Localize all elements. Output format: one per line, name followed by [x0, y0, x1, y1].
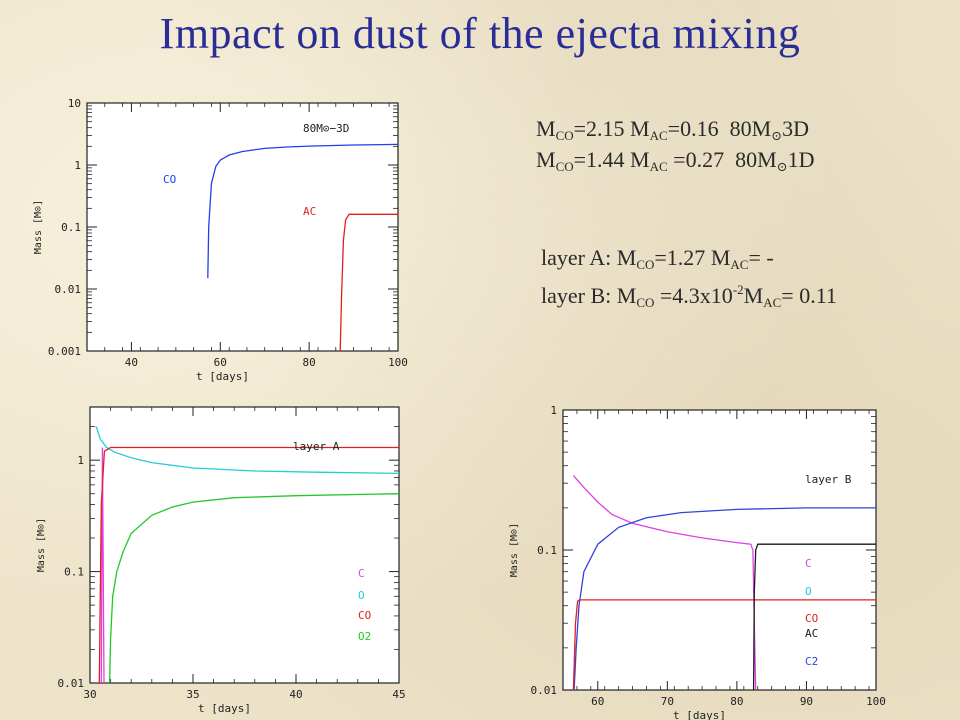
summary-3d-line: MCO=2.15 MAC=0.16 80M⊙3D: [536, 116, 809, 143]
x-tick-label: 100: [388, 356, 408, 369]
layer-a-summary: layer A: MCO=1.27 MAC= -: [541, 245, 774, 272]
series-line-co: [207, 143, 398, 279]
y-tick-label: 10: [68, 97, 81, 110]
x-tick-label: 30: [83, 688, 96, 701]
x-tick-label: 90: [800, 695, 813, 708]
legend-ac: AC: [303, 205, 316, 218]
layer-b-summary: layer B: MCO =4.3x10-2MAC= 0.11: [541, 282, 837, 310]
y-axis-label: Mass [M⊙]: [33, 200, 44, 254]
y-tick-label: 1: [550, 404, 557, 417]
y-axis-label: Mass [M⊙]: [36, 518, 47, 572]
x-tick-label: 60: [591, 695, 604, 708]
legend-co: CO: [805, 612, 818, 625]
x-tick-label: 60: [214, 356, 227, 369]
series-line-ac: [752, 543, 876, 690]
legend-o: O: [805, 585, 812, 598]
y-tick-label: 1: [77, 454, 84, 467]
x-axis-label: t [days]: [198, 702, 251, 715]
series-line-c2: [573, 507, 876, 690]
plot-area: [86, 102, 399, 352]
x-tick-label: 100: [866, 695, 886, 708]
series-line-co: [572, 599, 876, 690]
chart-2: 30 35 40 45 0.01 0.1 1 t [days] Mass [M⊙] CO CO O2 l…: [36, 406, 406, 715]
y-tick-label: 0.1: [537, 544, 557, 557]
summary-1d-line: MCO=1.44 MAC =0.27 80M⊙1D: [536, 147, 815, 174]
plot-area: [89, 406, 400, 684]
chart-title: layer A: [293, 440, 340, 453]
slide-title: Impact on dust of the ejecta mixing: [159, 9, 801, 58]
x-axis-label: t [days]: [196, 370, 249, 383]
x-tick-label: 80: [303, 356, 316, 369]
series-line-co: [98, 446, 399, 683]
x-tick-label: 40: [289, 688, 302, 701]
x-tick-label: 80: [730, 695, 743, 708]
y-tick-label: 0.001: [48, 345, 81, 358]
y-tick-label: 0.01: [531, 684, 558, 697]
legend-c2: C2: [805, 655, 818, 668]
series-line-o: [95, 426, 399, 475]
legend-o2: O2: [358, 630, 371, 643]
legend-co: CO: [358, 609, 371, 622]
x-axis-label: t [days]: [673, 709, 726, 720]
y-axis-label: Mass [M⊙]: [509, 523, 520, 577]
y-tick-label: 0.01: [58, 677, 85, 690]
chart-1: 40 60 80 100 0.001 0.01 0.1 1 10 t [days] Mass [M⊙…: [33, 97, 408, 383]
x-tick-label: 35: [186, 688, 199, 701]
series-line-ac: [339, 213, 398, 351]
legend-c: C: [358, 567, 365, 580]
plot-area: [562, 409, 877, 691]
legend-c: C: [805, 557, 812, 570]
series-line-o2: [108, 493, 399, 683]
series-line-c: [572, 475, 757, 690]
y-tick-label: 1: [74, 159, 81, 172]
x-tick-label: 70: [661, 695, 674, 708]
legend-co: CO: [163, 173, 176, 186]
y-tick-label: 0.01: [55, 283, 82, 296]
x-tick-label: 40: [125, 356, 138, 369]
legend-o: O: [358, 589, 365, 602]
model-annotation: 80M⊙−3D: [303, 122, 349, 135]
chart-title: layer B: [805, 473, 852, 486]
y-tick-label: 0.1: [61, 221, 81, 234]
x-tick-label: 45: [392, 688, 405, 701]
y-tick-label: 0.1: [64, 566, 84, 579]
series-line-c: [100, 447, 105, 683]
legend-ac: AC: [805, 627, 818, 640]
